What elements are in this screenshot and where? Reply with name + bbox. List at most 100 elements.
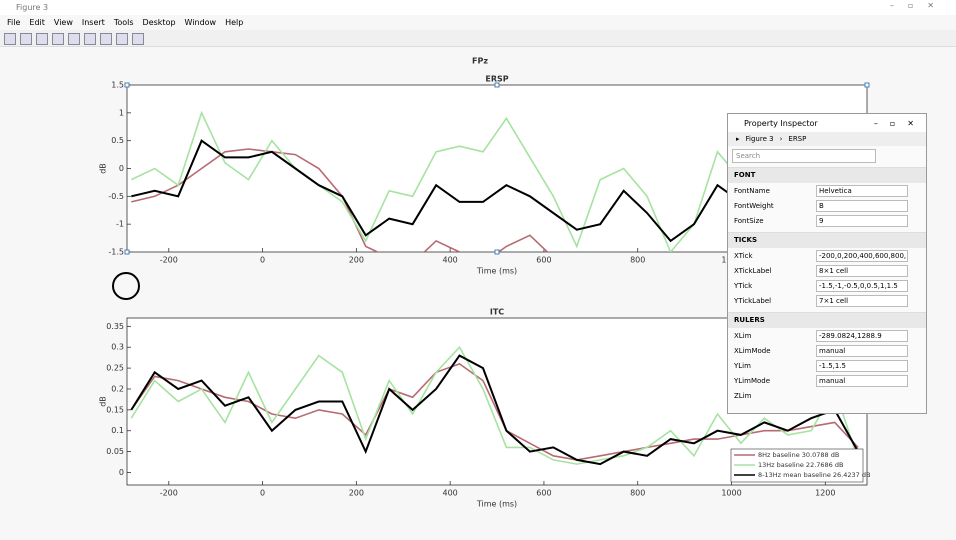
- property-value[interactable]: 8×1 cell: [816, 264, 908, 277]
- property-value[interactable]: B: [816, 199, 908, 212]
- property-value[interactable]: -200,0,200,400,600,800,1000: [816, 249, 908, 262]
- menu-item[interactable]: File: [7, 18, 21, 27]
- menu-item[interactable]: Insert: [81, 18, 105, 27]
- y-tick-label: -0.5: [108, 192, 124, 201]
- tool-button[interactable]: [20, 33, 32, 45]
- y-tick-label: 0.3: [111, 343, 124, 352]
- x-tick-label: 200: [349, 256, 364, 265]
- property-row: XTick -200,0,200,400,600,800,1000: [728, 248, 926, 263]
- y-tick-label: 0.5: [111, 136, 124, 145]
- property-value[interactable]: manual: [816, 344, 908, 357]
- crumb[interactable]: Figure 3: [745, 135, 774, 143]
- y-tick-label: -1: [116, 220, 124, 229]
- tool-button[interactable]: [36, 33, 48, 45]
- property-row: ZLim: [728, 388, 926, 403]
- menu-item[interactable]: Window: [184, 18, 217, 27]
- y-tick-label: 0.1: [111, 426, 124, 435]
- selection-handle: [494, 82, 500, 88]
- menu-item[interactable]: Tools: [113, 18, 134, 27]
- property-row: FontWeight B: [728, 198, 926, 213]
- x-tick-label: -200: [160, 256, 178, 265]
- y-tick-label: 1: [119, 108, 124, 117]
- menu-item[interactable]: Help: [225, 18, 244, 27]
- property-name: XLim: [734, 331, 752, 340]
- tool-button[interactable]: [100, 33, 112, 45]
- series-line: [130, 354, 859, 466]
- x-axis-label: Time (ms): [476, 267, 517, 276]
- breadcrumb: ▸ Figure 3 › ERSP: [728, 132, 926, 146]
- property-row: YTick -1.5,-1,-0.5,0,0.5,1,1.5: [728, 278, 926, 293]
- property-name: XLimMode: [734, 346, 771, 355]
- sections: FONT FontName Helvetica FontWeight B FontSize…: [728, 167, 926, 403]
- series-line: [130, 345, 859, 465]
- search-box[interactable]: Search: [732, 149, 876, 163]
- tool-button[interactable]: [68, 33, 80, 45]
- toolbar: [0, 30, 956, 47]
- property-row: YLimMode manual: [728, 373, 926, 388]
- tool-button[interactable]: [84, 33, 96, 45]
- tool-button[interactable]: [52, 33, 64, 45]
- property-value[interactable]: -1.5,-1,-0.5,0,0.5,1,1.5: [816, 279, 908, 292]
- x-tick-label: 400: [443, 489, 458, 498]
- tool-button[interactable]: [116, 33, 128, 45]
- property-value[interactable]: 7×1 cell: [816, 294, 908, 307]
- crumb[interactable]: ERSP: [788, 135, 807, 143]
- property-row: YLim -1.5,1.5: [728, 358, 926, 373]
- property-name: FontWeight: [734, 201, 774, 210]
- section-header: RULERS: [728, 312, 926, 328]
- x-tick-label: 800: [630, 489, 645, 498]
- x-tick-label: 0: [260, 256, 265, 265]
- section-header: TICKS: [728, 232, 926, 248]
- property-name: XTickLabel: [734, 266, 772, 275]
- menu-bar: File Edit View Insert Tools Desktop Window Help: [0, 15, 956, 30]
- inspector-controls[interactable]: –▫✕: [873, 118, 926, 128]
- window-title: Figure 3: [16, 3, 49, 12]
- property-name: YTickLabel: [734, 296, 772, 305]
- menu-item[interactable]: View: [53, 18, 73, 27]
- y-axis-label: dB: [99, 396, 108, 407]
- selection-handle: [494, 249, 500, 255]
- property-value[interactable]: -1.5,1.5: [816, 359, 908, 372]
- x-tick-label: 600: [536, 256, 551, 265]
- property-name: XTick: [734, 251, 753, 260]
- y-tick-label: 0.2: [111, 384, 124, 393]
- property-name: ZLim: [734, 391, 752, 400]
- tool-button[interactable]: [4, 33, 16, 45]
- property-name: FontSize: [734, 216, 764, 225]
- property-row: FontName Helvetica: [728, 183, 926, 198]
- inspector-header: Property Inspector –▫✕: [728, 114, 926, 132]
- property-value[interactable]: 9: [816, 214, 908, 227]
- property-name: YLim: [734, 361, 751, 370]
- x-tick-label: 1200: [815, 489, 835, 498]
- selection-handle: [124, 82, 130, 88]
- property-row: YTickLabel 7×1 cell: [728, 293, 926, 308]
- property-value[interactable]: manual: [816, 374, 908, 387]
- y-tick-label: 0.25: [106, 364, 124, 373]
- property-row: XLim -289.0824,1288.9: [728, 328, 926, 343]
- property-name: YTick: [734, 281, 753, 290]
- inspector-title: Property Inspector: [744, 118, 818, 128]
- property-name: YLimMode: [734, 376, 771, 385]
- axes-title: ITC: [490, 308, 504, 317]
- window-controls[interactable]: –▫✕: [889, 1, 948, 10]
- head-icon: [112, 272, 140, 300]
- property-inspector: Property Inspector –▫✕ ▸ Figure 3 › ERSP Sea…: [727, 113, 927, 414]
- property-row: FontSize 9: [728, 213, 926, 228]
- property-row: XTickLabel 8×1 cell: [728, 263, 926, 278]
- property-row: XLimMode manual: [728, 343, 926, 358]
- y-tick-label: 0.35: [106, 322, 124, 331]
- section-header: FONT: [728, 167, 926, 183]
- menu-item[interactable]: Desktop: [142, 18, 176, 27]
- x-tick-label: 600: [536, 489, 551, 498]
- selection-handle: [864, 82, 870, 88]
- y-tick-label: 0: [119, 164, 124, 173]
- property-value[interactable]: Helvetica: [816, 184, 908, 197]
- menu-item[interactable]: Edit: [29, 18, 45, 27]
- title-bar: Figure 3 –▫✕: [0, 0, 956, 15]
- tool-button[interactable]: [132, 33, 144, 45]
- property-value[interactable]: -289.0824,1288.9: [816, 329, 908, 342]
- series-line: [131, 148, 549, 252]
- y-tick-label: 0.05: [106, 447, 124, 456]
- y-tick-label: 0.15: [106, 405, 124, 414]
